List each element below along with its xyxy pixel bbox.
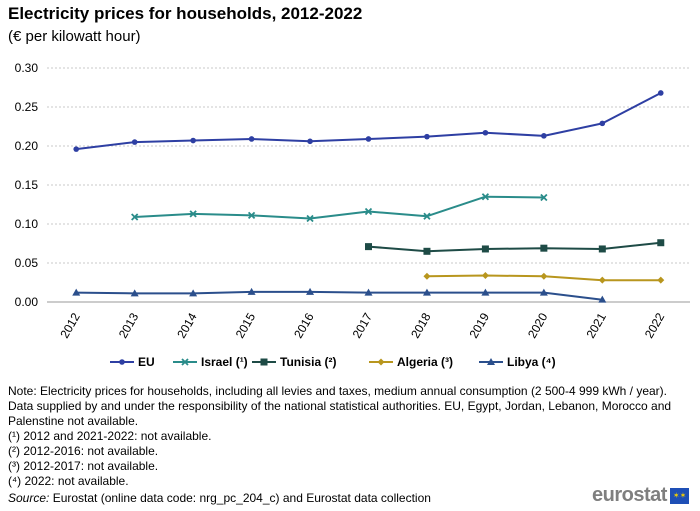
data-point-libya [481,288,490,296]
data-point-eu [73,146,80,152]
series-line-israel [134,195,544,220]
data-point-tunisia [423,247,431,255]
data-point-algeria [423,272,431,280]
data-point-tunisia [481,245,489,253]
data-point-libya [539,288,548,296]
x-tick-label: 2015 [233,310,259,340]
y-tick-label: 0.20 [15,139,39,153]
legend-marker-eu [119,359,125,365]
data-point-israel [364,207,373,216]
footnote-3: (³) 2012-2017: not available. [8,459,159,473]
chart-notes: Note: Electricity prices for households,… [8,384,692,489]
data-point-tunisia [657,239,665,247]
y-tick-label: 0.30 [15,61,39,75]
data-point-tunisia [598,245,606,253]
y-tick-label: 0.10 [15,217,39,231]
y-tick-label: 0.25 [15,100,39,114]
data-point-eu [599,120,606,127]
data-point-algeria [540,272,548,280]
data-point-tunisia [540,244,548,252]
y-tick-label: 0.00 [15,295,39,309]
data-point-libya [306,287,315,295]
data-point-algeria [481,271,489,279]
y-tick-label: 0.15 [15,178,39,192]
x-tick-label: 2019 [467,310,493,340]
legend-label-libya: Libya (⁴) [507,355,556,369]
data-point-eu [248,136,255,142]
footnote-4: (⁴) 2022: not available. [8,474,129,488]
x-tick-label: 2017 [350,310,376,340]
data-point-israel [540,193,548,202]
data-point-israel [247,211,256,220]
data-point-israel [189,210,197,218]
data-point-libya [130,289,139,297]
data-point-libya [598,295,607,303]
data-point-eu [482,129,489,136]
legend-marker-israel [181,358,189,366]
data-point-libya [422,288,431,296]
source-text: Eurostat (online data code: nrg_pc_204_c… [49,491,431,505]
data-point-libya [364,288,373,296]
data-point-israel [423,212,431,220]
note-main: Note: Electricity prices for households,… [8,384,672,428]
legend-marker-libya [487,358,495,365]
line-chart: 0.00 0.05 0.10 0.15 0.20 0.25 0.30 2012 2013 2014… [15,61,690,369]
source-line: Source: Eurostat (online data code: nrg_… [8,491,431,505]
footnote-2: (²) 2012-2016: not available. [8,444,159,458]
data-point-eu [541,133,547,139]
chart-subtitle: (€ per kilowatt hour) [8,28,141,45]
y-tick-label: 0.05 [15,256,39,270]
data-point-israel [306,214,314,223]
data-point-eu [131,139,138,145]
data-point-libya [189,289,198,297]
data-point-israel [481,193,490,201]
x-tick-label: 2016 [291,310,317,340]
data-point-eu [657,90,664,96]
data-point-algeria [598,276,606,284]
x-tick-label: 2022 [642,310,668,340]
footnote-1: (¹) 2012 and 2021-2022: not available. [8,429,212,443]
series-line-tunisia [368,241,661,253]
data-point-eu [424,133,430,140]
legend-label-eu: EU [138,355,155,369]
data-point-eu [365,136,372,142]
x-tick-label: 2018 [408,310,434,340]
x-tick-label: 2020 [525,310,551,340]
x-tick-label: 2012 [57,310,83,340]
legend-label-israel: Israel (¹) [201,355,248,369]
source-label: Source: [8,491,50,505]
data-point-eu [190,137,196,144]
legend-label-tunisia: Tunisia (²) [280,355,336,369]
eurostat-logo: eurostat ✶✶ [592,484,689,507]
data-point-libya [72,288,81,296]
data-point-libya [247,287,256,295]
data-point-israel [131,213,139,221]
x-tick-label: 2014 [174,310,200,340]
logo-text: eurostat [592,484,667,506]
data-point-eu [307,138,313,145]
legend-marker-tunisia [260,358,268,366]
data-point-tunisia [365,243,372,251]
legend-marker-algeria [377,358,385,366]
eu-flag-icon: ✶✶ [669,487,689,504]
legend-label-algeria: Algeria (³) [397,355,453,369]
x-tick-label: 2013 [116,310,142,340]
x-tick-label: 2021 [583,310,609,340]
data-point-algeria [657,276,665,284]
chart-title: Electricity prices for households, 2012-… [8,4,363,23]
series-line-libya [76,290,603,301]
